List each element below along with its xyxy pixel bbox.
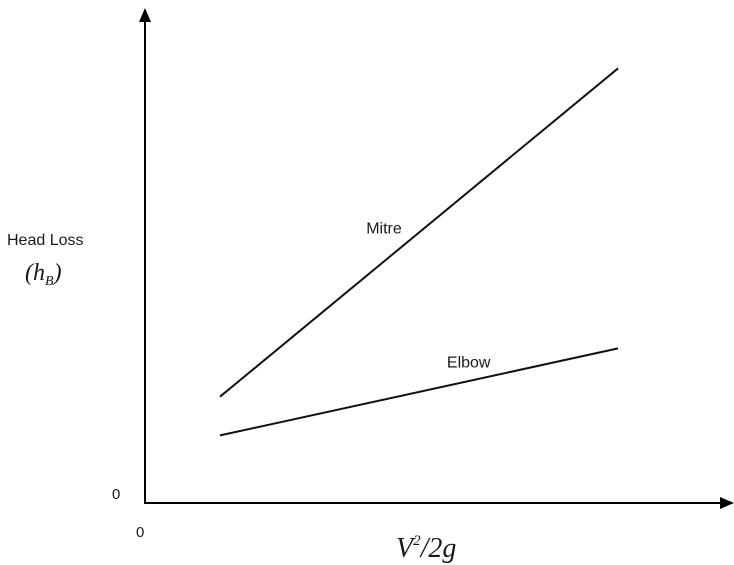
series-line-mitre	[219, 67, 619, 398]
series-line-elbow	[219, 347, 619, 437]
series-label-elbow: Elbow	[447, 355, 491, 372]
series-label-mitre: Mitre	[366, 221, 402, 238]
x-axis-label: V2/2g	[396, 533, 456, 564]
y-origin-label: 0	[112, 486, 120, 503]
y-axis-symbol-sub: B	[45, 274, 54, 289]
y-axis-symbol: (hB)	[25, 260, 62, 289]
x-axis-label-rest: /2g	[419, 533, 457, 564]
series-group: Mitre Elbow	[219, 67, 619, 437]
x-origin-label: 0	[136, 524, 144, 541]
y-axis-symbol-base: h	[33, 260, 45, 286]
x-axis-arrow-icon	[720, 497, 734, 509]
y-axis-arrow-icon	[139, 8, 151, 22]
y-axis-label: Head Loss	[7, 232, 84, 249]
x-axis-label-base: V	[396, 533, 416, 564]
x-axis-label-sup: 2	[413, 533, 421, 549]
axes	[139, 8, 734, 509]
